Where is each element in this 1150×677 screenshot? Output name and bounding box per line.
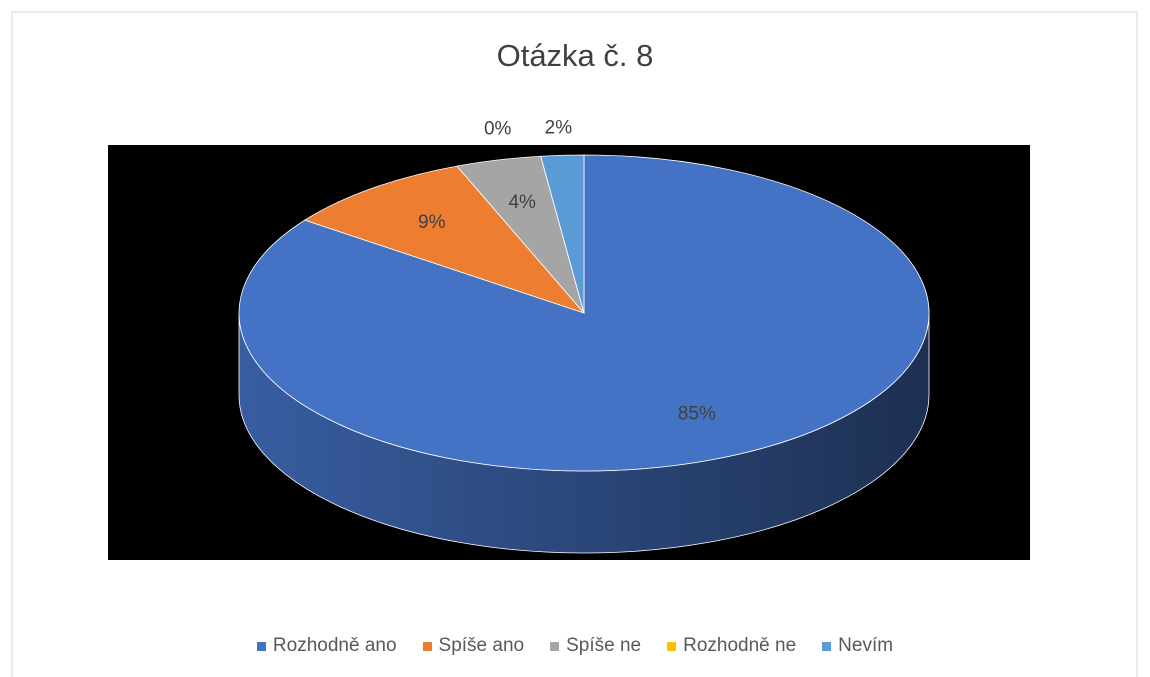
legend-swatch (422, 641, 432, 651)
data-label: 4% (508, 192, 536, 213)
legend-item: Spíše ano (422, 635, 525, 657)
legend-item: Rozhodně ano (256, 635, 397, 657)
slice (238, 154, 930, 472)
slice (540, 154, 585, 314)
legend-swatch (822, 641, 832, 651)
chart-title: Otázka č. 8 (497, 38, 654, 73)
legend-swatch (550, 641, 560, 651)
legend-swatch (667, 641, 677, 651)
data-label: 85% (678, 403, 716, 424)
legend-label: Spíše ne (566, 635, 642, 656)
data-label: 9% (418, 212, 446, 233)
slice (303, 165, 586, 314)
legend-swatch (256, 641, 266, 651)
legend-label: Rozhodně ano (272, 635, 397, 656)
legend-label: Spíše ano (438, 635, 525, 656)
legend-label: Rozhodně ne (683, 635, 797, 656)
legend: Rozhodně ano Spíše ano Spíše ne Rozhodně ne… (0, 635, 1150, 657)
chart-border (11, 11, 1138, 677)
legend-label: Nevím (838, 635, 894, 656)
legend-item: Rozhodně ne (667, 635, 796, 657)
legend-item: Spíše ne (550, 635, 641, 657)
data-label: 0% (484, 119, 512, 140)
legend-item: Nevím (822, 635, 893, 657)
data-label: 2% (545, 118, 573, 139)
